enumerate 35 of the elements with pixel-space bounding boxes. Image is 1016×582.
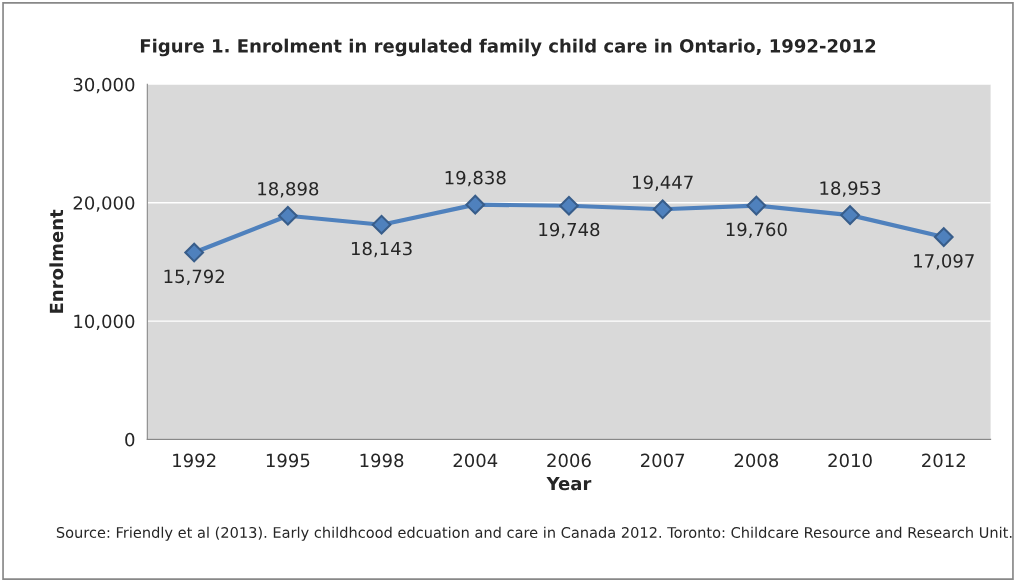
x-tick-label: 1998 (360, 453, 404, 468)
x-tick-label: 1992 (173, 453, 216, 468)
text: 19,838 (445, 170, 506, 187)
x-tick-label: 2007 (641, 453, 685, 468)
y-axis-title: Enrolment (49, 209, 64, 313)
source-note: Source: Friendly et al (2013). Early childhcood edcuation and care in Canada 2012. Toronto: Childcare Resource and Research Unit. (56, 526, 1012, 541)
text: 18,898 (258, 181, 319, 198)
x-tick-label: 1995 (266, 453, 310, 468)
y-tick-label: 30,000 (73, 77, 135, 94)
point (465, 194, 486, 215)
x-tick-label: 2012 (922, 453, 965, 468)
y-tick-label: 10,000 (74, 314, 135, 331)
text: 19,748 (539, 222, 600, 239)
point (371, 214, 392, 235)
x-axis-title: Year (546, 476, 592, 491)
point (277, 205, 298, 226)
chart-title: Figure 1. Enrolment in regulated family child care in Ontario, 1992-2012 (140, 38, 876, 57)
text: 19,760 (726, 222, 787, 239)
point (933, 227, 954, 247)
point (559, 195, 579, 216)
point (840, 205, 860, 225)
point (652, 199, 673, 220)
point (746, 195, 767, 216)
y-tick-label: 0 (125, 432, 135, 447)
x-tick-label: 2004 (453, 453, 498, 468)
y-tick-label: 20,000 (73, 196, 135, 212)
x-tick-label: 2008 (734, 453, 779, 468)
text: 17,097 (914, 254, 974, 270)
text: 19,447 (633, 175, 693, 191)
text: 15,792 (164, 269, 224, 286)
x-tick-label: 2006 (547, 453, 591, 468)
x-tick-label: 2010 (828, 453, 872, 468)
text: 18,143 (351, 241, 412, 258)
text: 18,953 (820, 181, 881, 197)
point (184, 242, 205, 263)
